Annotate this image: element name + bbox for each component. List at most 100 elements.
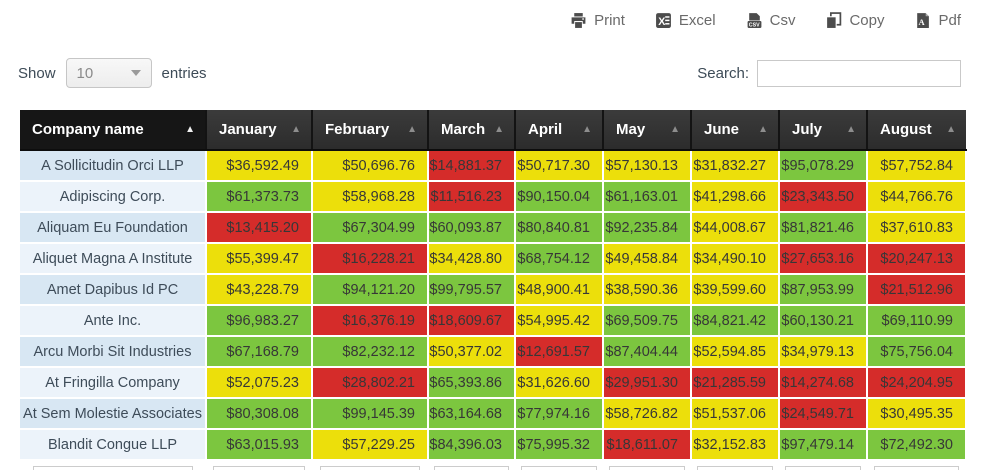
value-cell: $58,968.28 (312, 181, 429, 213)
table-filter-footer (20, 460, 966, 470)
value-cell: $63,015.93 (206, 429, 313, 461)
excel-icon: X (655, 12, 672, 29)
value-cell: $43,228.79 (206, 274, 313, 306)
toolbar-button-label: Copy (849, 12, 885, 29)
value-cell: $38,590.36 (603, 274, 692, 306)
value-cell: $21,285.59 (691, 367, 780, 399)
table-row: A Sollicitudin Orci LLP $36,592.49 $50,696… (20, 150, 967, 182)
filter-input-june[interactable] (697, 466, 773, 470)
value-cell: $81,821.46 (779, 212, 868, 244)
company-cell: At Fringilla Company (20, 367, 207, 399)
value-cell: $57,752.84 (867, 150, 967, 182)
pdf-button[interactable]: A Pdf (914, 12, 961, 29)
value-cell: $23,343.50 (779, 181, 868, 213)
table-header: Company name ▲ January ▲ February ▲ March ▲ Apri… (20, 110, 966, 151)
company-cell: Ante Inc. (20, 305, 207, 337)
value-cell: $84,396.03 (428, 429, 516, 461)
value-cell: $31,832.27 (691, 150, 780, 182)
filter-input-march[interactable] (434, 466, 509, 470)
value-cell: $87,953.99 (779, 274, 868, 306)
filter-input-company-name[interactable] (33, 466, 193, 470)
monthly-financials-table: Company name ▲ January ▲ February ▲ March ▲ Apri… (20, 110, 967, 470)
column-header-may[interactable]: May ▲ (603, 110, 692, 151)
value-cell: $24,549.71 (779, 398, 868, 430)
svg-text:CSV: CSV (748, 23, 759, 29)
value-cell: $69,509.75 (603, 305, 692, 337)
csv-button[interactable]: CSV Csv (746, 12, 796, 29)
column-header-april[interactable]: April ▲ (515, 110, 604, 151)
company-cell: Aliquet Magna A Institute (20, 243, 207, 275)
value-cell: $87,404.44 (603, 336, 692, 368)
sort-asc-icon: ▲ (582, 124, 592, 135)
value-cell: $34,490.10 (691, 243, 780, 275)
value-cell: $36,592.49 (206, 150, 313, 182)
table-row: Blandit Congue LLP $63,015.93 $57,229.25 $8… (20, 429, 967, 461)
filter-cell (20, 460, 206, 470)
toolbar-button-label: Csv (769, 12, 796, 29)
entries-selected-value: 10 (76, 64, 94, 82)
sort-asc-icon: ▲ (758, 124, 768, 135)
table-row: Ante Inc. $96,983.27 $16,376.19 $18,609.67 $… (20, 305, 967, 337)
value-cell: $60,093.87 (428, 212, 516, 244)
value-cell: $50,717.30 (515, 150, 604, 182)
data-table: Company name ▲ January ▲ February ▲ March ▲ Apri… (20, 110, 967, 470)
value-cell: $24,204.95 (867, 367, 967, 399)
value-cell: $27,653.16 (779, 243, 868, 275)
value-cell: $52,594.85 (691, 336, 780, 368)
printer-icon (570, 12, 587, 29)
filter-input-july[interactable] (785, 466, 861, 470)
value-cell: $99,145.39 (312, 398, 429, 430)
table-row: Arcu Morbi Sit Industries $67,168.79 $82,2… (20, 336, 967, 368)
filter-input-august[interactable] (873, 466, 960, 470)
search-input[interactable] (757, 59, 961, 87)
value-cell: $44,008.67 (691, 212, 780, 244)
value-cell: $57,130.13 (603, 150, 692, 182)
excel-button[interactable]: X Excel (655, 12, 716, 29)
value-cell: $72,492.30 (867, 429, 967, 461)
filter-input-february[interactable] (320, 466, 420, 470)
column-header-july[interactable]: July ▲ (779, 110, 868, 151)
column-header-company-name[interactable]: Company name ▲ (20, 110, 207, 151)
entries-length-select[interactable]: 10 (65, 58, 152, 88)
value-cell: $68,754.12 (515, 243, 604, 275)
table-row: Amet Dapibus Id PC $43,228.79 $94,121.20 $9… (20, 274, 967, 306)
value-cell: $95,078.29 (779, 150, 868, 182)
sort-asc-icon: ▲ (291, 124, 301, 135)
print-button[interactable]: Print (570, 12, 625, 29)
value-cell: $94,121.20 (312, 274, 429, 306)
value-cell: $52,075.23 (206, 367, 313, 399)
company-cell: Blandit Congue LLP (20, 429, 207, 461)
search-control: Search: (697, 59, 961, 87)
copy-button[interactable]: Copy (825, 12, 884, 29)
value-cell: $18,609.67 (428, 305, 516, 337)
value-cell: $99,795.57 (428, 274, 516, 306)
filter-cell (428, 460, 515, 470)
value-cell: $39,599.60 (691, 274, 780, 306)
column-header-label: August (880, 121, 932, 138)
company-cell: Arcu Morbi Sit Industries (20, 336, 207, 368)
column-header-february[interactable]: February ▲ (312, 110, 429, 151)
sort-asc-icon: ▲ (946, 124, 956, 135)
column-header-label: April (528, 121, 563, 138)
value-cell: $48,900.41 (515, 274, 604, 306)
search-label: Search: (697, 64, 749, 82)
value-cell: $92,235.84 (603, 212, 692, 244)
filter-cell (603, 460, 691, 470)
value-cell: $14,274.68 (779, 367, 868, 399)
column-header-august[interactable]: August ▲ (867, 110, 966, 151)
column-header-june[interactable]: June ▲ (691, 110, 780, 151)
svg-text:X: X (658, 16, 665, 28)
filter-input-may[interactable] (609, 466, 685, 470)
value-cell: $20,247.13 (867, 243, 967, 275)
filter-input-january[interactable] (213, 466, 305, 470)
value-cell: $13,415.20 (206, 212, 313, 244)
value-cell: $28,802.21 (312, 367, 429, 399)
sort-asc-icon: ▲ (185, 124, 195, 135)
value-cell: $18,611.07 (603, 429, 692, 461)
value-cell: $97,479.14 (779, 429, 868, 461)
column-header-january[interactable]: January ▲ (206, 110, 313, 151)
filter-input-april[interactable] (521, 466, 597, 470)
column-header-march[interactable]: March ▲ (428, 110, 516, 151)
value-cell: $75,756.04 (867, 336, 967, 368)
value-cell: $61,163.01 (603, 181, 692, 213)
